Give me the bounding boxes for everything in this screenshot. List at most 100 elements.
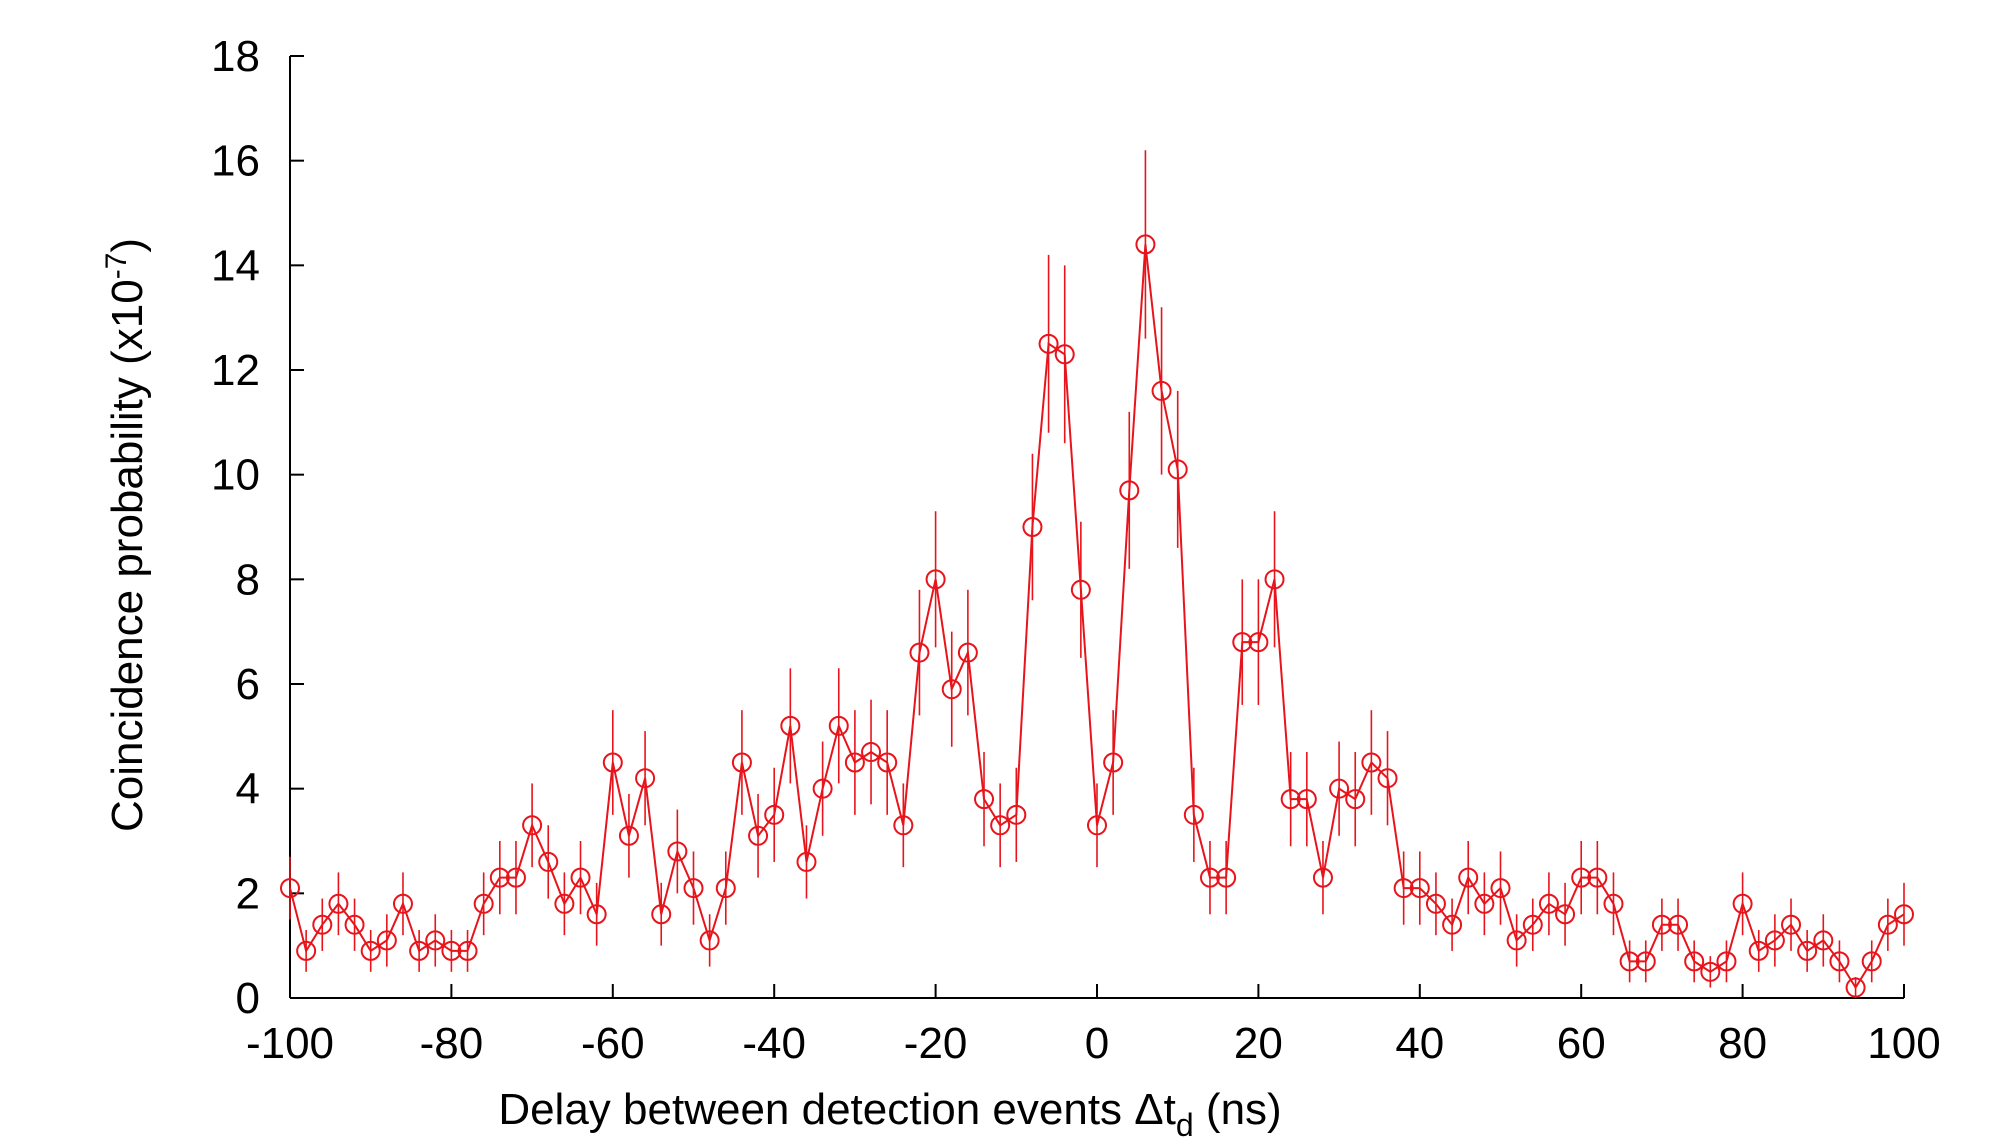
data-point — [925, 569, 946, 590]
data-point — [1038, 333, 1059, 354]
data-point — [812, 778, 833, 799]
data-point — [360, 940, 381, 961]
data-point — [1216, 867, 1237, 888]
data-point — [618, 825, 639, 846]
data-point — [1635, 951, 1656, 972]
x-tick-label: 60 — [1557, 1019, 1606, 1068]
data-point — [1894, 904, 1914, 925]
data-point — [699, 930, 720, 951]
data-point — [844, 752, 865, 773]
data-point — [1813, 930, 1834, 951]
data-point — [1329, 778, 1350, 799]
data-point — [1232, 632, 1253, 653]
data-point — [296, 940, 317, 961]
data-point — [731, 752, 752, 773]
data-point — [1732, 893, 1753, 914]
x-tick-label: -40 — [742, 1019, 806, 1068]
data-point — [441, 940, 462, 961]
data-point — [1442, 914, 1463, 935]
x-tick-label: -60 — [581, 1019, 645, 1068]
data-point — [667, 841, 688, 862]
data-point — [635, 768, 656, 789]
data-point — [941, 679, 962, 700]
data-point — [780, 715, 801, 736]
y-tick-label: 10 — [211, 451, 260, 500]
data-point — [1571, 867, 1592, 888]
x-axis-label: Delay between detection events Δtd (ns) — [498, 1085, 1281, 1139]
data-point — [457, 940, 478, 961]
data-point — [1538, 893, 1559, 914]
data-point — [1199, 867, 1220, 888]
data-point — [764, 804, 785, 825]
data-point — [473, 893, 494, 914]
data-point — [409, 940, 430, 961]
axes: -100 -80 -60 -40 -20 0 20 40 60 80 100 0 2 4 6 8 10 12 14 1… — [211, 32, 1941, 1068]
data-point — [1264, 569, 1285, 590]
data-point — [1119, 480, 1140, 501]
data-point — [1151, 380, 1172, 401]
data-point — [651, 904, 672, 925]
data-point — [344, 914, 365, 935]
data-point — [1700, 961, 1721, 982]
y-tick-label: 14 — [211, 241, 260, 290]
data-point — [1183, 804, 1204, 825]
data-point — [1555, 904, 1576, 925]
data-point — [1651, 914, 1672, 935]
x-tick-label: -80 — [420, 1019, 484, 1068]
data-point — [796, 851, 817, 872]
data-point — [1522, 914, 1543, 935]
data-point — [505, 867, 526, 888]
x-tick-label: -100 — [246, 1019, 334, 1068]
data-point — [1829, 951, 1850, 972]
y-tick-label: 12 — [211, 346, 260, 395]
data-point — [392, 893, 413, 914]
y-tick-label: 16 — [211, 137, 260, 186]
data-point — [1312, 867, 1333, 888]
data-point — [1070, 579, 1091, 600]
data-point — [1377, 768, 1398, 789]
data-point — [1409, 878, 1430, 899]
data-point — [1764, 930, 1785, 951]
data-point — [1103, 752, 1124, 773]
data-point — [1603, 893, 1624, 914]
x-tick-label: 20 — [1234, 1019, 1283, 1068]
data-point — [1248, 632, 1269, 653]
data-point — [1748, 940, 1769, 961]
data-point — [1619, 951, 1640, 972]
data-point — [586, 904, 607, 925]
y-tick-label: 6 — [236, 660, 260, 709]
x-tick-label: 40 — [1395, 1019, 1444, 1068]
data-point — [1425, 893, 1446, 914]
data-point — [974, 789, 995, 810]
data-point — [602, 752, 623, 773]
x-tick-label: 100 — [1867, 1019, 1940, 1068]
data-point — [1135, 234, 1156, 255]
data-point — [715, 878, 736, 899]
y-tick-label: 18 — [211, 32, 260, 81]
plot-area — [280, 150, 1914, 998]
data-point — [570, 867, 591, 888]
y-tick-label: 4 — [236, 765, 260, 814]
data-point — [1167, 459, 1188, 480]
data-point — [489, 867, 510, 888]
data-point — [1668, 914, 1689, 935]
data-point — [1280, 789, 1301, 810]
data-point — [1022, 517, 1043, 537]
x-tick-label: -20 — [904, 1019, 968, 1068]
data-point — [554, 893, 575, 914]
data-point — [1006, 804, 1027, 825]
y-axis-label: Coincidence probability (x10-7) — [100, 238, 152, 832]
data-point — [828, 715, 849, 736]
y-tick-label: 0 — [236, 974, 260, 1023]
data-point — [1506, 930, 1527, 951]
data-point — [280, 878, 300, 899]
data-point — [1845, 977, 1866, 998]
series-line — [289, 244, 1905, 990]
data-point — [1296, 789, 1317, 810]
x-tick-label: 0 — [1085, 1019, 1109, 1068]
data-point — [328, 893, 349, 914]
data-point — [990, 815, 1011, 836]
data-point — [376, 930, 397, 951]
